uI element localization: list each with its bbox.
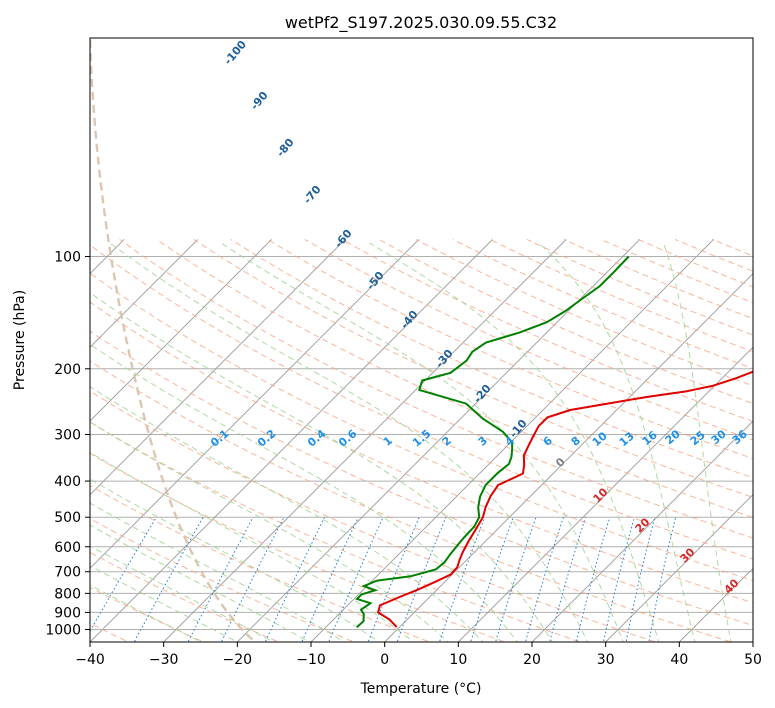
mixing-ratio-line <box>438 517 486 642</box>
moist-adiabat-line <box>90 524 310 642</box>
y-tick-label: 400 <box>54 474 81 490</box>
mixing-ratio-line <box>470 517 514 642</box>
dry-adiabat-line <box>267 238 753 460</box>
y-axis-label: Pressure (hPa) <box>12 290 28 390</box>
y-tick-label: 900 <box>54 605 81 621</box>
y-tick-label: 1000 <box>45 623 81 639</box>
y-tick-label: 500 <box>54 510 81 526</box>
mixing-ratio-line <box>625 517 656 642</box>
dry-adiabat-line <box>156 238 753 518</box>
reference-curve <box>90 39 256 642</box>
plot-frame <box>89 37 754 643</box>
dry-adiabat-line <box>90 421 582 642</box>
x-tick-label: −30 <box>149 652 179 668</box>
isotherm-line <box>90 239 420 569</box>
x-axis-label: Temperature (°C) <box>360 681 482 697</box>
y-tick-label: 300 <box>54 427 81 443</box>
mixing-ratio-line <box>328 516 384 642</box>
mixing-ratio-line <box>648 517 677 642</box>
dry-adiabat-line <box>90 485 431 642</box>
dry-adiabat-line <box>90 244 753 560</box>
moist-adiabat-line <box>90 343 519 642</box>
isotherm-line <box>90 239 199 348</box>
x-tick-label: 30 <box>597 652 615 668</box>
mixing-ratio-line <box>494 517 537 642</box>
dry-adiabat-line <box>341 238 753 423</box>
dry-adiabat-line <box>193 238 753 498</box>
dry-adiabat-line <box>90 452 507 642</box>
mixing-ratio-line <box>367 516 420 642</box>
dry-adiabat-line <box>90 330 753 627</box>
x-tick-label: 50 <box>744 652 762 668</box>
x-tick-label: 20 <box>523 652 541 668</box>
moist-adiabat-line <box>663 242 732 642</box>
moist-adiabat-line <box>90 421 449 642</box>
chart-title: wetPf2_S197.2025.030.09.55.C32 <box>285 13 557 33</box>
y-tick-label: 100 <box>54 250 81 266</box>
isotherm-line <box>90 239 493 642</box>
dry-adiabat-line <box>90 272 753 582</box>
mixing-ratio-line <box>602 517 635 642</box>
x-tick-label: 10 <box>449 652 467 668</box>
mixing-ratio-line <box>187 516 254 642</box>
dry-adiabat-line <box>90 586 205 642</box>
y-tick-label: 700 <box>54 565 81 581</box>
x-tick-label: 0 <box>380 652 389 668</box>
dry-adiabat-line <box>90 390 657 642</box>
dewpoint-profile-line <box>355 255 630 628</box>
plot-area <box>90 39 753 642</box>
x-tick-label: −20 <box>223 652 253 668</box>
y-tick-label: 800 <box>54 586 81 602</box>
isotherm-line <box>383 272 753 642</box>
isotherm-line <box>457 346 753 642</box>
moist-adiabat-line <box>90 386 484 642</box>
x-tick-label: 40 <box>670 652 688 668</box>
mixing-ratio-line <box>575 517 611 642</box>
isotherm-line <box>90 239 346 496</box>
mixing-ratio-line <box>90 516 157 633</box>
moist-adiabat-line <box>109 242 589 642</box>
dry-adiabat-line <box>90 301 753 604</box>
isotherm-line <box>604 493 753 642</box>
y-tick-label: 200 <box>54 362 81 378</box>
y-tick-label: 600 <box>54 540 81 556</box>
moist-adiabat-line <box>90 502 345 642</box>
mixing-ratio-line <box>264 516 326 642</box>
x-tick-label: −10 <box>296 652 326 668</box>
moist-adiabat-line <box>90 451 415 642</box>
moist-adiabat-line <box>90 292 554 642</box>
dry-adiabat-line <box>90 518 356 642</box>
mixing-ratio-line <box>133 516 204 642</box>
temperature-profile-line <box>376 370 753 628</box>
mixing-ratio-line <box>549 517 586 642</box>
mixing-ratio-line <box>301 516 359 642</box>
x-tick-label: −40 <box>75 652 105 668</box>
moist-adiabat-line <box>538 242 696 642</box>
mixing-ratio-line <box>220 516 285 642</box>
isotherm-line <box>162 239 567 642</box>
mixing-ratio-line <box>396 517 447 642</box>
